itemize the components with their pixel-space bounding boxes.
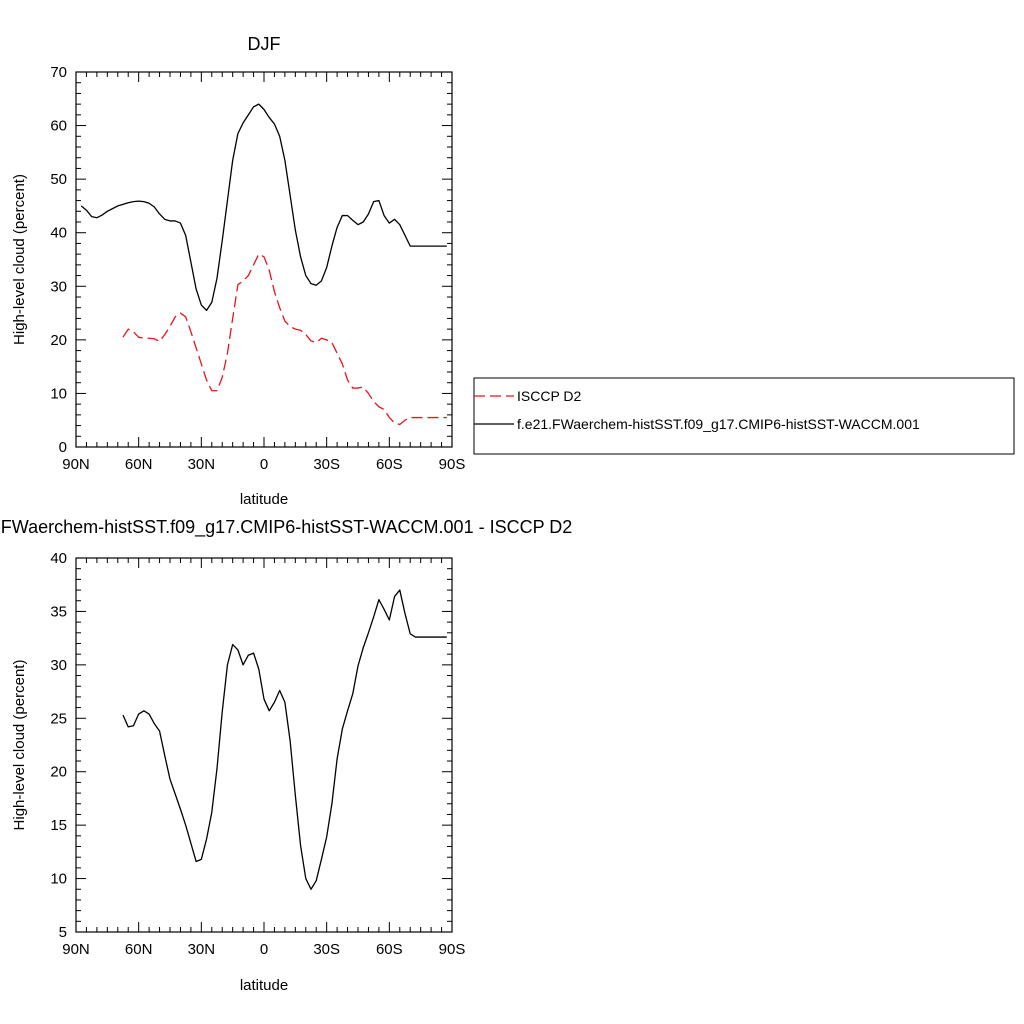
chart-title: f.e21.FWaerchem-histSST.f09_g17.CMIP6-hi… [0,517,572,538]
y-tick-label: 5 [59,924,67,941]
x-tick-label: 90N [62,456,90,473]
series-line-0 [122,589,447,890]
x-tick-label: 60S [376,456,403,473]
x-tick-label: 90N [62,941,90,958]
x-tick-label: 60S [376,941,403,958]
y-axis-label: High-level cloud (percent) [11,660,28,831]
y-tick-label: 40 [50,550,67,567]
plot-frame [75,557,453,933]
x-tick-label: 60N [125,456,153,473]
x-tick-label: 30N [188,941,216,958]
y-tick-label: 15 [50,817,67,834]
y-tick-label: 70 [50,64,67,81]
y-tick-label: 30 [50,278,67,295]
y-tick-label: 35 [50,603,67,620]
x-tick-label: 90S [439,456,466,473]
y-tick-label: 50 [50,171,67,188]
chart-title: DJF [248,34,281,54]
y-axis-label: High-level cloud (percent) [11,174,28,345]
y-tick-label: 20 [50,764,67,781]
plot-frame [75,71,453,448]
y-tick-label: 0 [59,439,67,456]
djf-chart-panel: DJF 90N 60N 30N 0 30S 60S 90S 0 10 20 30 40 50 60 70 lat… [11,34,465,508]
x-tick-label: 60N [125,941,153,958]
chart-legend: ISCCP D2 f.e21.FWaerchem-histSST.f09_g17… [473,377,1015,455]
series-line-1 [80,103,447,312]
x-axis-label: latitude [240,977,288,994]
x-tick-label: 0 [260,941,268,958]
y-tick-label: 60 [50,118,67,135]
y-tick-label: 10 [50,385,67,402]
series-line-0 [122,253,447,426]
legend-label-model: f.e21.FWaerchem-histSST.f09_g17.CMIP6-hi… [517,416,920,432]
legend-box [473,377,1015,455]
x-tick-label: 30S [313,941,340,958]
y-tick-label: 10 [50,871,67,888]
difference-chart-panel: f.e21.FWaerchem-histSST.f09_g17.CMIP6-hi… [0,517,572,994]
y-tick-label: 40 [50,225,67,242]
x-tick-label: 90S [439,941,466,958]
y-tick-label: 25 [50,710,67,727]
y-tick-label: 20 [50,332,67,349]
y-tick-label: 30 [50,657,67,674]
x-axis-label: latitude [240,491,288,508]
legend-label-isccp: ISCCP D2 [517,388,582,404]
x-tick-label: 30N [188,456,216,473]
x-tick-label: 30S [313,456,340,473]
x-tick-label: 0 [260,456,268,473]
